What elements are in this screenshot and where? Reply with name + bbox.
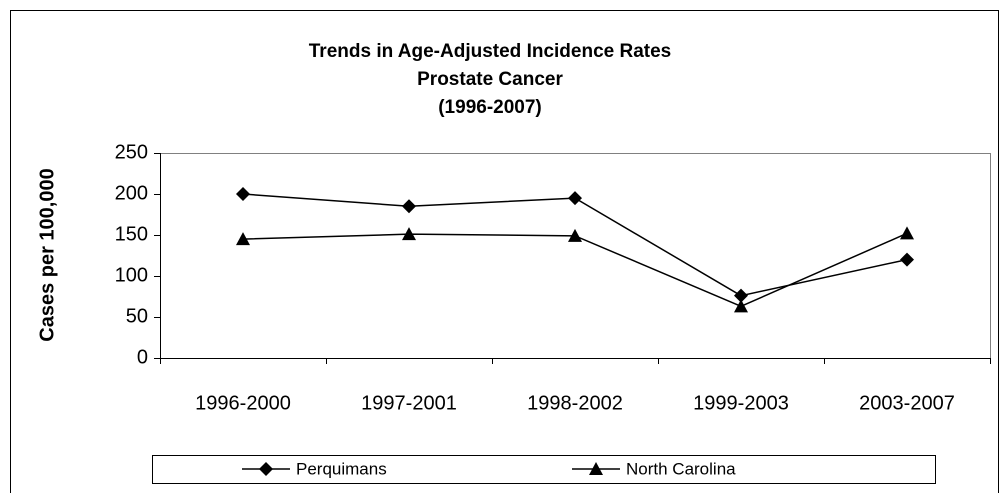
y-tick-label: 100 — [115, 264, 148, 286]
chart-title: Prostate Cancer — [417, 69, 563, 90]
y-tick-label: 250 — [115, 141, 148, 163]
marker — [900, 252, 914, 267]
marker — [734, 299, 748, 313]
x-tick-label: 1997-2001 — [361, 392, 457, 414]
chart-title: Trends in Age-Adjusted Incidence Rates — [309, 41, 671, 62]
y-tick-label: 50 — [126, 305, 148, 327]
marker — [236, 187, 250, 201]
marker — [402, 199, 416, 214]
y-tick-label: 0 — [137, 346, 148, 368]
y-axis-label: Cases per 100,000 — [36, 168, 58, 341]
x-tick-label: 1998-2002 — [527, 392, 623, 414]
marker — [734, 288, 748, 303]
marker — [589, 462, 603, 475]
x-tick-label: 2003-2007 — [859, 392, 955, 414]
marker — [402, 227, 416, 241]
y-tick-label: 200 — [115, 182, 148, 204]
legend-label: North Carolina — [626, 459, 736, 478]
marker — [259, 462, 273, 476]
marker — [236, 232, 250, 246]
legend-label: Perquimans — [296, 459, 387, 478]
chart-title: (1996-2007) — [438, 97, 542, 118]
marker — [568, 228, 582, 242]
chart-frame — [10, 10, 999, 493]
x-tick-label: 1999-2003 — [693, 392, 789, 414]
x-tick-label: 1996-2000 — [195, 392, 291, 414]
marker — [568, 191, 582, 206]
marker — [900, 226, 914, 240]
y-tick-label: 150 — [115, 223, 148, 245]
